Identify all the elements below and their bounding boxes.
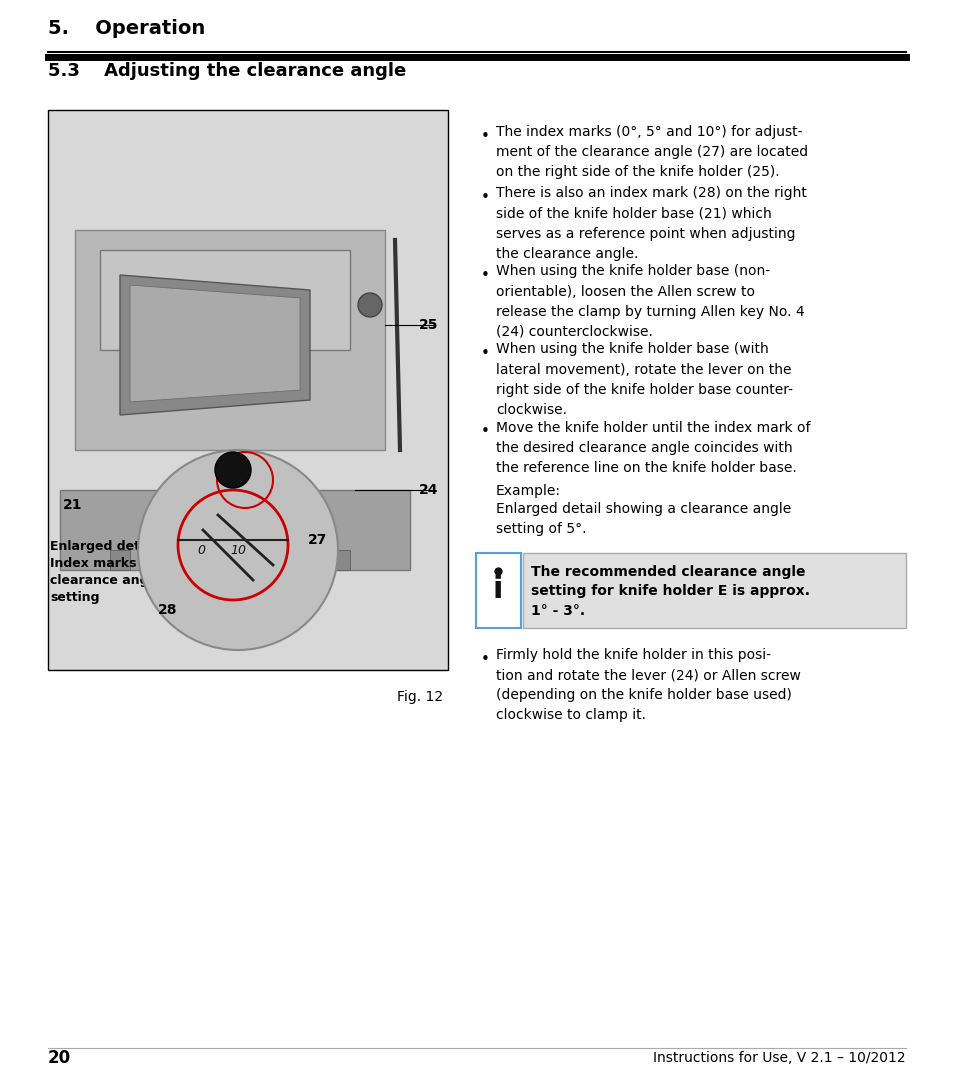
Text: 10: 10 [230,543,246,556]
Polygon shape [120,275,310,415]
Text: The recommended clearance angle
setting for knife holder E is approx.
1° - 3°.: The recommended clearance angle setting … [531,565,809,618]
Text: 25: 25 [418,318,437,332]
Text: Enlarged detail showing a clearance angle
setting of 5°.: Enlarged detail showing a clearance angl… [496,502,790,536]
Text: •: • [480,347,489,362]
Text: 21: 21 [63,498,82,512]
FancyBboxPatch shape [476,553,520,627]
FancyBboxPatch shape [100,249,350,350]
Text: There is also an index mark (28) on the right
side of the knife holder base (21): There is also an index mark (28) on the … [496,187,806,260]
FancyBboxPatch shape [522,553,905,627]
FancyBboxPatch shape [75,230,385,450]
Text: •: • [480,652,489,667]
Text: 24: 24 [418,483,437,497]
Circle shape [214,453,251,488]
Text: The index marks (0°, 5° and 10°) for adjust-
ment of the clearance angle (27) ar: The index marks (0°, 5° and 10°) for adj… [496,125,807,179]
Text: Enlarged detail:
Index marks for
clearance angle
setting: Enlarged detail: Index marks for clearan… [50,540,162,604]
Circle shape [138,450,337,650]
Text: Firmly hold the knife holder in this posi-
tion and rotate the lever (24) or All: Firmly hold the knife holder in this pos… [496,648,800,723]
FancyBboxPatch shape [110,550,130,570]
Text: i: i [493,576,503,605]
Text: •: • [480,269,489,283]
FancyBboxPatch shape [190,550,210,570]
Circle shape [357,293,381,318]
Text: 5.3  Adjusting the clearance angle: 5.3 Adjusting the clearance angle [48,62,406,80]
Text: 5.  Operation: 5. Operation [48,19,205,38]
Text: Example:: Example: [496,484,560,498]
Text: 28: 28 [158,603,177,617]
Polygon shape [130,285,299,402]
FancyBboxPatch shape [330,550,350,570]
Text: Instructions for Use, V 2.1 – 10/2012: Instructions for Use, V 2.1 – 10/2012 [653,1051,905,1065]
Text: 0: 0 [196,543,205,556]
Text: When using the knife holder base (with
lateral movement), rotate the lever on th: When using the knife holder base (with l… [496,342,792,417]
Text: 27: 27 [308,534,327,546]
FancyBboxPatch shape [270,550,290,570]
Text: 20: 20 [48,1049,71,1067]
Text: Fig. 12: Fig. 12 [396,690,442,704]
FancyBboxPatch shape [48,110,448,670]
Text: •: • [480,424,489,440]
Text: When using the knife holder base (non-
orientable), loosen the Allen screw to
re: When using the knife holder base (non- o… [496,265,803,339]
Text: •: • [480,129,489,144]
Text: •: • [480,190,489,205]
FancyBboxPatch shape [60,490,410,570]
Text: Move the knife holder until the index mark of
the desired clearance angle coinci: Move the knife holder until the index ma… [496,420,810,474]
